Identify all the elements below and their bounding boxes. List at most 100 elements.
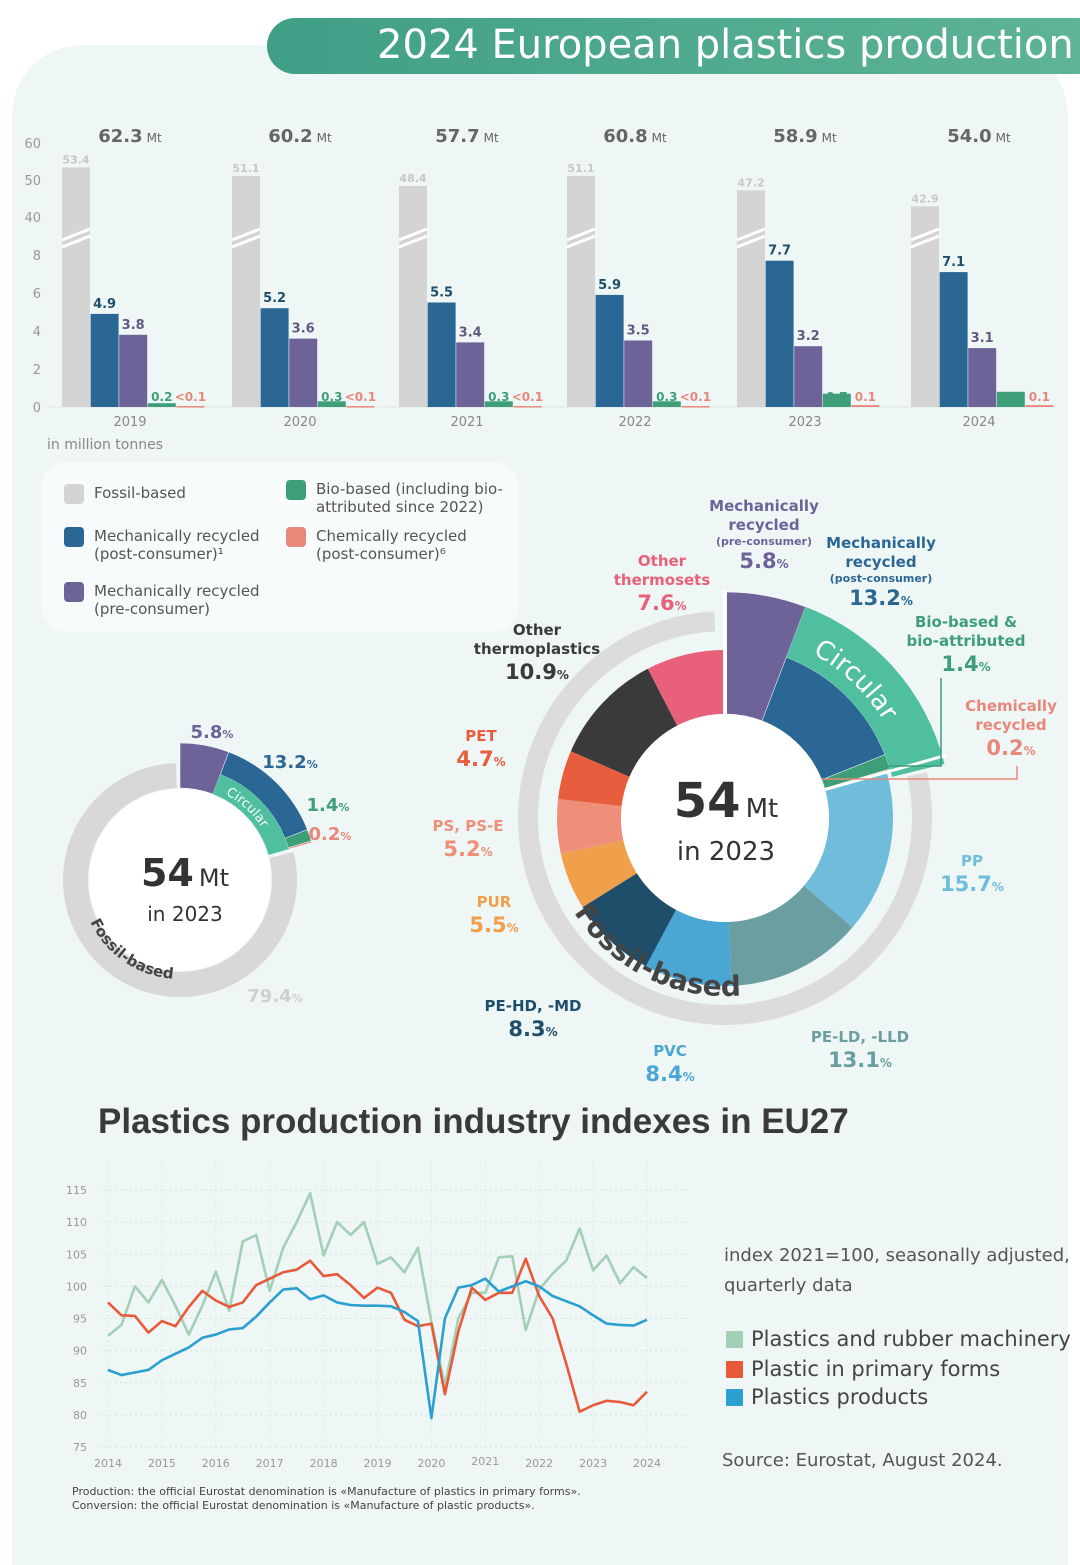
donut-segment-other-thermosets: [647, 650, 725, 726]
legend-item-fossil: Fossil-based: [64, 484, 264, 504]
legend-item-mech-post: Mechanically recycled (post-consumer)¹: [64, 527, 264, 563]
value-unit: %: [506, 921, 519, 935]
footnote: Conversion: the official Eurostat denomi…: [72, 1499, 535, 1512]
total-unit: Mt: [317, 131, 332, 145]
segment-divider: [824, 753, 947, 792]
bar-1-2024: [939, 272, 968, 407]
donut-label: PVC 8.4%: [595, 1042, 745, 1090]
axis-break-mark: [736, 227, 766, 249]
value-number: 1.4: [941, 652, 979, 676]
donut-label: Chemically recycled 0.2%: [936, 697, 1080, 764]
y-tick-label: 8: [33, 249, 41, 264]
value-unit: %: [480, 845, 493, 859]
bar-value-label: 3.4: [459, 325, 482, 340]
total-value: 60.8: [603, 126, 647, 147]
legend-label: Plastics and rubber machinery: [751, 1327, 1071, 1351]
legend-label: Mechanically recycled (pre-consumer): [94, 582, 260, 618]
donut-segment-pe-hd-md: [582, 873, 677, 967]
x-tick-label: 2021: [471, 1455, 499, 1468]
bar-4-2021: [513, 406, 542, 408]
bar-value-label: 5.9: [598, 278, 621, 293]
year-total-label: 60.8 Mt: [603, 126, 667, 147]
value-number: 5.8: [739, 549, 777, 573]
bar-value-label: 7.1: [942, 255, 965, 270]
bar-0-2020: [232, 175, 260, 407]
bar-value-label: 51.1: [232, 162, 259, 175]
segment-sub: (pre-consumer): [715, 535, 812, 548]
bar-value-label: 47.2: [737, 176, 764, 189]
small-circular-band: [212, 774, 289, 855]
x-tick-label: 2016: [202, 1457, 230, 1470]
legend-label: Chemically recycled (post-consumer)⁶: [316, 527, 467, 563]
segment-sub: (post-consumer): [829, 572, 933, 585]
value-unit: %: [682, 1070, 695, 1084]
bar-value-label: <0.1: [680, 390, 711, 404]
chem-connector-line: [822, 766, 1018, 780]
segment-name: Mechanically recycled: [826, 534, 936, 571]
legend-label: Bio-based (including bio-attributed sinc…: [316, 480, 503, 516]
donut-label: PET 4.7%: [406, 727, 556, 775]
line-series-plastics-and-rubber-machinery: [107, 1191, 648, 1388]
year-total-label: 57.7 Mt: [435, 126, 499, 147]
bar-2-2024: [968, 348, 997, 407]
segment-name: PS, PS-E: [432, 817, 504, 835]
legend-swatch: [64, 527, 84, 547]
value-unit: %: [545, 1025, 558, 1039]
axis-break-mark: [231, 227, 261, 249]
center-value: 54: [673, 773, 741, 829]
bar-value-label: 5.5: [430, 286, 453, 301]
value-number: 15.7: [940, 872, 992, 896]
legend-label: Plastic in primary forms: [751, 1357, 1001, 1381]
value-number: 8.4: [645, 1062, 683, 1086]
value-number: 7.6: [637, 591, 675, 615]
bar-4-2020: [346, 406, 375, 408]
legend-item-bio: Bio-based (including bio-attributed sinc…: [286, 480, 512, 516]
bar-1-2023: [765, 260, 794, 407]
total-value: 54.0: [947, 126, 991, 147]
segment-value: 8.4%: [595, 1061, 745, 1090]
bar-3-2022: [652, 401, 681, 407]
bar-3-2019: [147, 403, 176, 407]
donut-label: PS, PS-E 5.2%: [393, 817, 543, 865]
total-unit: Mt: [652, 131, 667, 145]
x-tick-label: 2023: [579, 1457, 607, 1470]
value-number: 5.2: [443, 837, 481, 861]
bar-value-label: 0.8: [1000, 390, 1021, 404]
axis-break-mark: [566, 227, 596, 249]
bar-2-2020: [289, 338, 318, 407]
value-number: 13.1: [828, 1048, 880, 1072]
bar-3-2024: [996, 391, 1025, 407]
bar-4-2024: [1025, 405, 1054, 407]
y-tick-label: 50: [24, 174, 41, 189]
bar-value-label: 0.1: [1029, 390, 1050, 404]
center-caption: in 2023: [147, 902, 223, 926]
small-donut-value: 1.4%: [307, 795, 350, 816]
donut-label: Other thermosets 7.6%: [587, 552, 737, 619]
bar-4-2022: [681, 406, 710, 408]
title-banner: 2024 European plastics production: [267, 18, 1080, 74]
donut-segment-ps-ps-e: [557, 799, 624, 854]
donut-segment-pet: [558, 751, 630, 807]
bar-value-label: 48.4: [399, 172, 426, 185]
segment-name: Chemically recycled: [965, 697, 1057, 734]
legend-label: Plastics products: [751, 1385, 929, 1409]
segment-name: PET: [465, 727, 497, 745]
value-number: 4.7: [456, 747, 494, 771]
segment-name: PE-HD, -MD: [484, 997, 582, 1015]
bar-1-2019: [90, 313, 119, 407]
segment-name: Other thermoplastics: [473, 621, 601, 658]
value-number: 8.3: [508, 1017, 546, 1041]
value-unit: %: [900, 594, 913, 608]
value-number: 13.2: [849, 586, 901, 610]
segment-value: 5.5%: [419, 912, 569, 941]
x-tick-label: 2024: [962, 415, 995, 430]
bar-3-2023: [822, 393, 851, 407]
bar-legend: Fossil-based Mechanically recycled (post…: [42, 462, 518, 632]
segment-name: Other thermosets: [613, 552, 711, 589]
legend-label: Mechanically recycled (post-consumer)¹: [94, 527, 260, 563]
small-donut-value: 13.2%: [262, 752, 317, 773]
segment-name: PVC: [653, 1042, 687, 1060]
line-legend-item: Plastics and rubber machinery: [726, 1327, 1071, 1351]
legend-swatch: [726, 1388, 743, 1406]
infographic-charts: 0 2 4 6 8 40 50 60 in million tonnes 2019 62.3 Mt 53…: [24, 126, 1054, 1470]
